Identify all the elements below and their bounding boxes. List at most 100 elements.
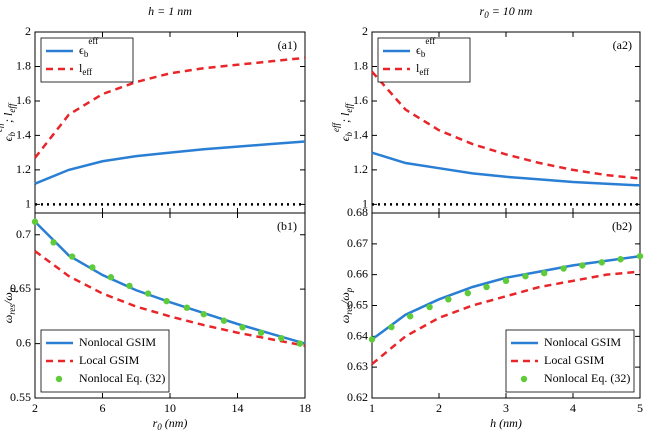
legend-label: Nonlocal GSIM [544, 335, 621, 349]
text-part: 2 [32, 401, 38, 415]
text-part: ; l [1, 112, 15, 123]
y-tick-label: 1.8 [16, 58, 31, 72]
text-part: 0.66 [347, 266, 368, 280]
data-point [89, 264, 96, 271]
text-part: b [421, 49, 426, 59]
legend-label: Nonlocal Eq. (32) [79, 371, 165, 385]
text-part: 18 [299, 401, 311, 415]
data-point [464, 289, 472, 297]
text-part: 1 [369, 401, 375, 415]
text-part: Nonlocal Eq. (32) [544, 371, 630, 385]
y-axis-label: ωres/ωp [338, 287, 354, 323]
text-part: 0.6 [16, 335, 31, 349]
text-part: ϵ [416, 43, 421, 57]
text-part: 0.68 [347, 205, 368, 219]
y-tick-label: 0.62 [347, 390, 368, 404]
y-tick-label: 1.2 [16, 162, 31, 176]
panel-label: (a2) [613, 38, 632, 52]
text-part: ω [338, 315, 352, 323]
x-tick-label: 6 [100, 401, 106, 415]
y-tick-label: 0.65 [10, 281, 31, 295]
text-part: eff [331, 122, 341, 132]
legend-label: leff [416, 61, 429, 77]
y-axis-label: ϵbeff; leff [0, 102, 17, 141]
y-axis-label: ωres/ωp [1, 287, 17, 323]
text-part: eff [0, 122, 4, 132]
data-point [522, 273, 529, 280]
data-point [388, 323, 395, 331]
data-point [144, 290, 152, 297]
y-tick-label: 1.6 [353, 93, 368, 107]
data-point [257, 329, 265, 336]
series-line [371, 70, 641, 180]
x-axis-label: r0 (nm) [153, 416, 188, 432]
text-part: 1.6 [16, 93, 31, 107]
text-part: p [344, 287, 354, 293]
data-point [560, 265, 567, 272]
y-tick-label: 0.55 [10, 390, 31, 404]
text-part: (a2) [613, 38, 632, 52]
data-point [483, 283, 490, 291]
text-part: l [416, 61, 420, 75]
data-point [445, 296, 452, 303]
data-point [200, 311, 207, 318]
y-tick-label: 2 [362, 24, 368, 38]
y-axis-label: ϵbeff; leff [331, 102, 354, 141]
legend-label: Nonlocal Eq. (32) [544, 371, 630, 385]
text-part: ω [1, 315, 15, 323]
data-point [239, 324, 246, 331]
y-tick-label: 0.63 [347, 359, 368, 373]
legend-label: Local GSIM [79, 353, 140, 367]
series-line [34, 140, 306, 185]
data-point [540, 269, 548, 277]
text-part: Nonlocal GSIM [79, 335, 156, 349]
text-part: 0.65 [347, 297, 368, 311]
legend-box [377, 37, 471, 83]
text-part: 0.7 [16, 227, 31, 241]
series-line [34, 220, 306, 345]
series-line [371, 270, 641, 366]
text-part: 0.64 [347, 328, 368, 342]
text-part: 1 [362, 196, 368, 210]
text-part: eff [425, 36, 435, 46]
text-part: (b1) [277, 219, 297, 233]
y-tick-label: 1 [362, 196, 368, 210]
text-part: 0.55 [10, 390, 31, 404]
data-point [183, 304, 191, 311]
y-tick-label: 1.6 [16, 93, 31, 107]
text-part: ; l [338, 112, 352, 123]
text-part: 1.6 [353, 93, 368, 107]
text-part: b [344, 132, 354, 137]
y-tick-label: 1.4 [16, 127, 31, 141]
data-point [502, 277, 510, 285]
legend-label: Local GSIM [544, 353, 605, 367]
x-tick-label: 10 [164, 401, 176, 415]
y-tick-label: 0.65 [347, 297, 368, 311]
text-part: 2 [362, 24, 368, 38]
text-part: ϵ [79, 43, 84, 57]
x-tick-label: 18 [299, 401, 311, 415]
text-part: eff [88, 36, 98, 46]
text-part: h (nm) [490, 416, 522, 430]
text-part: res [344, 304, 354, 315]
x-axis-label: h (nm) [490, 416, 522, 430]
x-tick-label: 2 [436, 401, 442, 415]
data-point [426, 303, 433, 311]
y-tick-label: 2 [25, 24, 31, 38]
data-point [163, 297, 170, 305]
series-line [34, 250, 306, 347]
panel-label: (b2) [612, 219, 632, 233]
series-line [371, 151, 641, 187]
text-part: 2 [25, 24, 31, 38]
text-part: 1 [25, 196, 31, 210]
text-part: Nonlocal Eq. (32) [79, 371, 165, 385]
data-point [579, 262, 586, 269]
text-part: 0.67 [347, 236, 368, 250]
text-part: 0 [484, 10, 489, 20]
text-part: /ω [338, 292, 352, 305]
text-part: = 10 nm [489, 4, 533, 18]
data-point [50, 239, 57, 246]
text-part: 1.8 [16, 58, 31, 72]
text-part: 1.2 [16, 162, 31, 176]
data-point [68, 253, 76, 260]
